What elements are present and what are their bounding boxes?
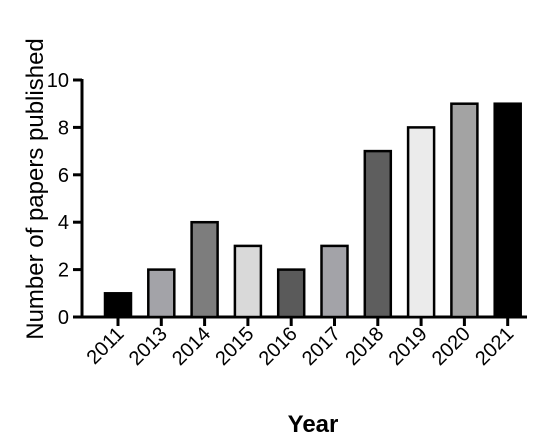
x-tick-label: 2014 [168,323,215,370]
bars [103,102,522,319]
bar-2017 [320,244,349,319]
x-tick-label: 2016 [255,323,302,370]
x-tick-label: 2011 [83,323,129,369]
y-axis-label: Number of papers published [22,38,49,340]
y-tick-label: 6 [58,165,69,187]
y-tick-label: 8 [58,117,69,139]
bar-2011 [103,292,133,319]
x-tick-label: 2019 [385,323,432,370]
y-tick-label: 2 [58,260,69,282]
x-axis-label: Year [288,411,339,438]
x-tick-label: 2020 [428,323,475,370]
y-tick-label: 4 [58,212,69,234]
bar-2013 [147,268,176,319]
bar-2018 [363,149,393,319]
y-tick-label: 0 [58,307,69,329]
x-tick-label: 2015 [211,323,258,370]
bar-2014 [190,220,219,319]
y-tick-label: 10 [47,70,69,92]
x-tick-label: 2021 [471,323,518,370]
x-tick-label: 2017 [298,323,345,370]
bar-2019 [406,126,436,319]
bar-2021 [493,102,522,319]
bar-2020 [450,102,479,319]
x-tick-label: 2013 [125,323,172,370]
bar-2016 [276,268,306,319]
x-tick-label: 2018 [341,323,388,370]
bar-2015 [233,244,263,319]
y-axis: 0 2 4 6 8 10 [47,70,84,329]
